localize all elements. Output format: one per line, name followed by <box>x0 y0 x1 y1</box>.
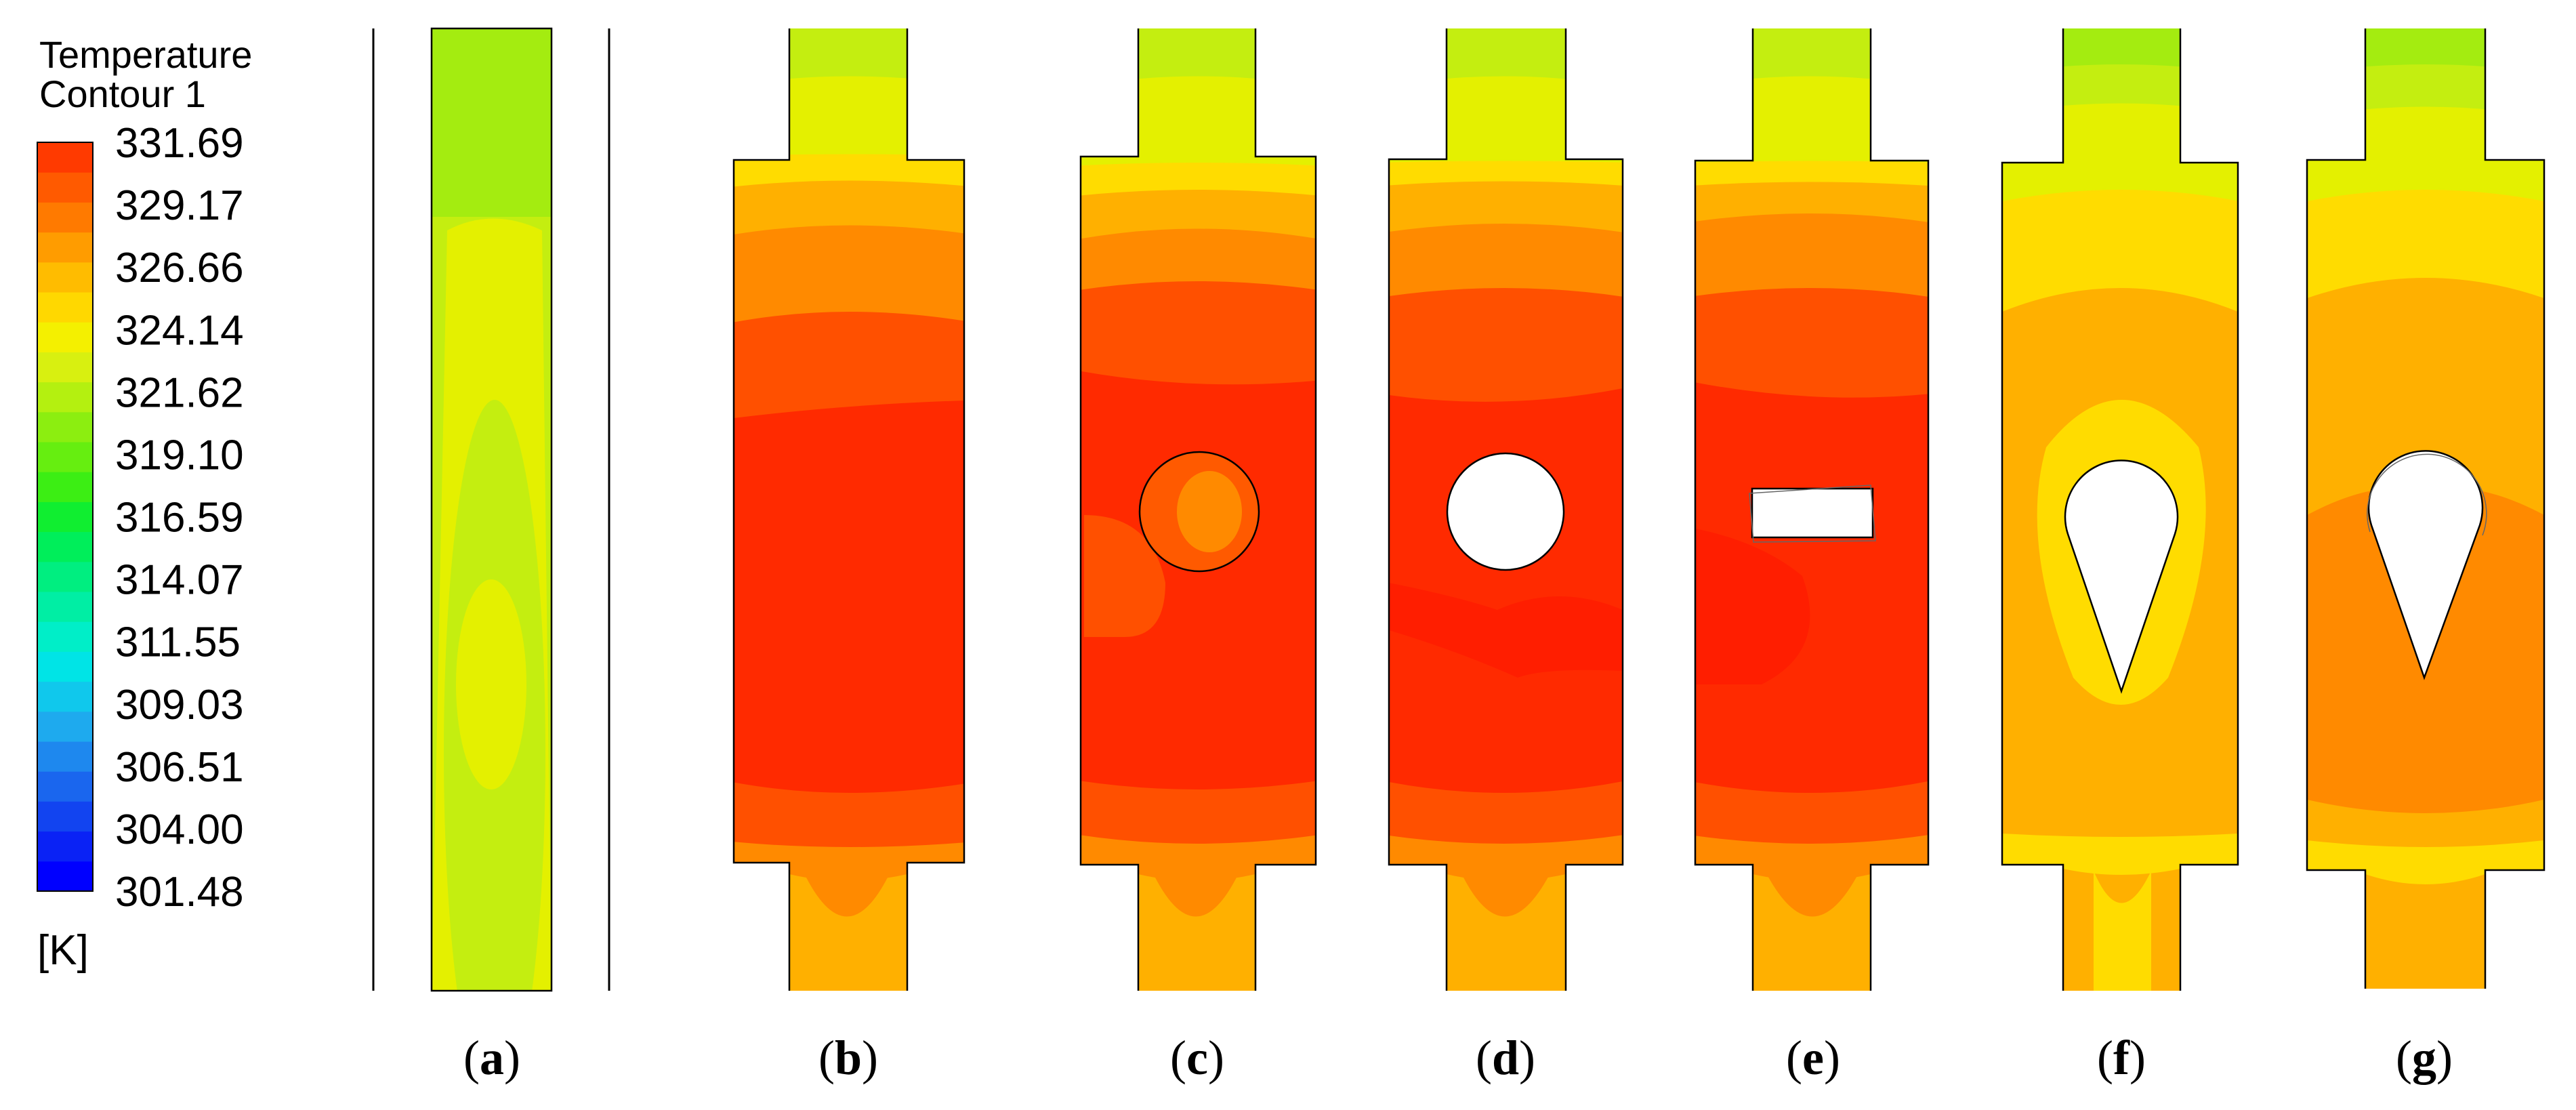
legend-tick-label: 309.03 <box>115 682 244 728</box>
legend-color-band <box>37 262 93 293</box>
panel-c <box>1079 28 1317 991</box>
panel-e-channel <box>1694 28 1930 991</box>
panel-b-channel <box>732 28 965 991</box>
legend-color-band <box>37 861 93 892</box>
contour-band <box>789 874 907 991</box>
contour-band <box>1765 871 1860 917</box>
panel-label-b: (b) <box>818 1031 878 1085</box>
panel-g <box>2306 28 2546 989</box>
panel-f-channel <box>2001 28 2239 991</box>
legend-tick-label: 306.51 <box>115 744 244 791</box>
legend-tick-label: 301.48 <box>115 869 244 916</box>
legend-color-band <box>37 681 93 712</box>
panel-labels: (a) (b) (c) (d) (e) (f) (g) <box>463 1031 2453 1085</box>
legend-tick-label: 329.17 <box>115 182 244 229</box>
legend-color-band <box>37 771 93 802</box>
panel-g-channel <box>2306 28 2546 989</box>
legend-tick-label: 321.62 <box>115 369 244 416</box>
contour-band <box>1084 515 1165 637</box>
contour-band <box>2365 874 2485 989</box>
legend-color-band <box>37 352 93 383</box>
legend-color-band <box>37 831 93 862</box>
contour-band <box>734 400 964 793</box>
contour-band <box>456 579 526 789</box>
contour-band <box>1389 386 1623 793</box>
legend-color-band <box>37 202 93 233</box>
panel-d-channel <box>1388 28 1624 991</box>
legend-tick-label: 311.55 <box>115 619 241 666</box>
panel-label-a: (a) <box>463 1031 520 1085</box>
legend-tick-label: 324.14 <box>115 307 244 354</box>
legend-color-band <box>37 322 93 352</box>
contour-band <box>1753 874 1871 991</box>
legend-tick-label: 319.10 <box>115 432 244 478</box>
contour-band <box>1081 369 1316 789</box>
panel-e-obstacle-offset-outline <box>1749 485 1876 543</box>
legend-color-band <box>37 741 93 772</box>
panel-b-contour-field <box>734 28 964 991</box>
legend-color-band <box>37 501 93 533</box>
legend-color-band <box>37 472 93 502</box>
legend-tick-label: 316.59 <box>115 495 244 541</box>
color-legend: Temperature Contour 1 331.69 329.17 326.66… <box>37 33 252 974</box>
legend-color-band <box>37 442 93 472</box>
legend-tick-labels: 331.69 329.17 326.66 324.14 321.62 319.10 316.… <box>115 120 244 916</box>
contour-band <box>1695 529 1810 684</box>
panel-c-cylinder-core <box>1177 471 1242 552</box>
panel-f-drop-obstacle <box>2064 459 2179 694</box>
panel-e-contour-field <box>1695 28 1928 991</box>
legend-tick-label: 304.00 <box>115 806 244 853</box>
panel-label-d: (d) <box>1476 1031 1535 1085</box>
contour-band <box>1152 871 1240 917</box>
legend-color-band <box>37 382 93 413</box>
panel-c-contour-field <box>1081 28 1316 991</box>
panel-label-c: (c) <box>1170 1031 1224 1085</box>
legend-unit: [K] <box>37 927 89 974</box>
contour-band <box>803 871 891 917</box>
legend-color-band <box>37 411 93 443</box>
contour-band <box>2094 871 2151 991</box>
legend-tick-label: 331.69 <box>115 120 244 167</box>
legend-color-band <box>37 561 93 592</box>
legend-color-band <box>37 801 93 832</box>
panel-label-g: (g) <box>2396 1031 2453 1085</box>
legend-color-band <box>37 651 93 682</box>
contour-band <box>1138 874 1255 991</box>
contour-band <box>1389 583 1623 678</box>
legend-color-band <box>37 711 93 742</box>
legend-color-band <box>37 142 93 173</box>
legend-color-band <box>37 172 93 203</box>
contour-band <box>1447 874 1566 991</box>
panel-f <box>2001 28 2239 991</box>
panel-label-f: (f) <box>2097 1031 2146 1085</box>
panel-a-channel <box>430 27 553 992</box>
contour-band <box>1460 871 1552 917</box>
panel-a-contour-field <box>432 28 552 991</box>
legend-color-band <box>37 531 93 562</box>
panel-e <box>1694 28 1930 991</box>
legend-color-band <box>37 232 93 263</box>
legend-color-band <box>37 292 93 323</box>
panel-d-cylinder <box>1446 452 1565 571</box>
panel-b <box>732 28 965 991</box>
panel-c-channel <box>1079 28 1317 991</box>
legend-colorbar <box>37 142 94 892</box>
legend-color-band <box>37 621 93 652</box>
panel-g-obstacle-offset-outline <box>2367 453 2487 536</box>
panel-e-rectangular-obstacle <box>1751 487 1874 539</box>
legend-tick-label: 314.07 <box>115 557 244 604</box>
legend-subtitle: Contour 1 <box>39 73 206 115</box>
contour-band <box>1695 379 1928 793</box>
panel-a <box>372 27 610 992</box>
legend-color-band <box>37 592 93 622</box>
panel-d <box>1388 28 1624 991</box>
contour-band <box>432 28 552 217</box>
legend-title: Temperature <box>39 33 252 76</box>
legend-tick-label: 326.66 <box>115 245 244 291</box>
legend-colorbar-frame <box>37 142 94 892</box>
panel-label-e: (e) <box>1786 1031 1840 1085</box>
